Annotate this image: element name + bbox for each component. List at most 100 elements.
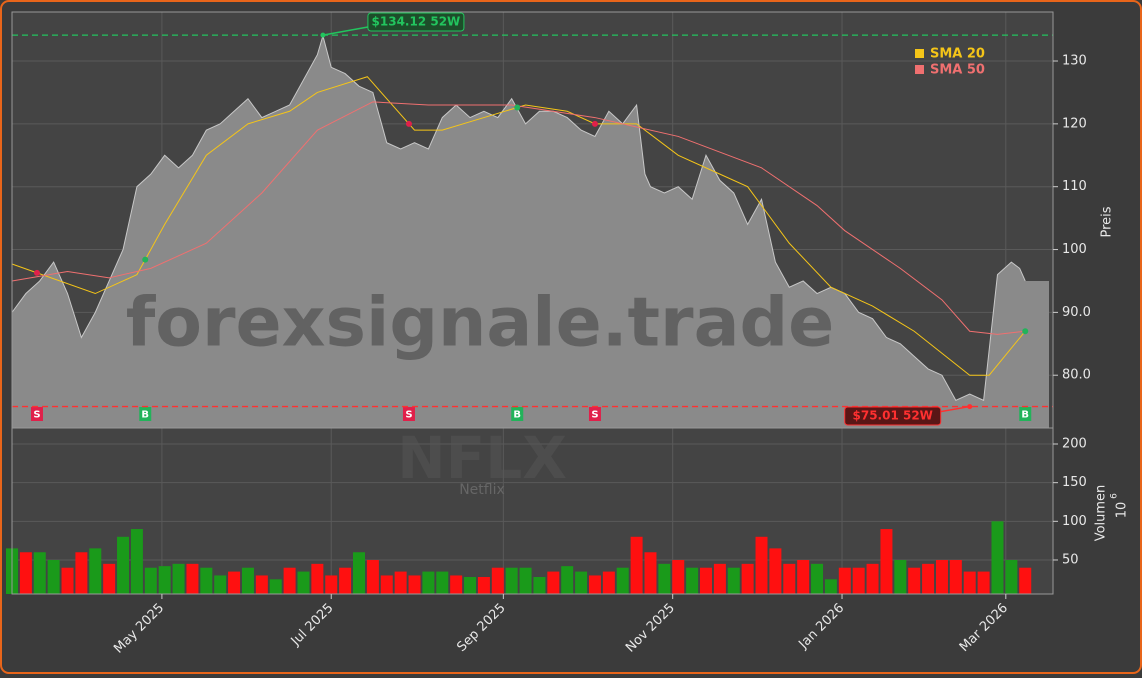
signal-label: S [405, 410, 412, 421]
annotation-box [844, 406, 942, 426]
volume-bar [61, 567, 74, 594]
y-tick-label: 80.0 [1062, 368, 1091, 383]
volume-bar [1005, 559, 1018, 594]
volume-bar [214, 575, 227, 594]
volume-bar [241, 567, 254, 594]
volume-bar [89, 548, 102, 594]
volume-bar [117, 536, 130, 594]
volume-bar [19, 552, 32, 594]
volume-bar [797, 559, 810, 594]
volume-bar [575, 571, 588, 594]
volume-bar [144, 567, 157, 594]
y-tick-label: 90.0 [1062, 305, 1091, 320]
signal-label: B [513, 410, 521, 421]
volume-panel [12, 428, 1053, 594]
volume-bar [103, 563, 116, 594]
volume-bar [672, 559, 685, 594]
signal-box [1019, 407, 1032, 421]
watermark: forexsignale.trade [126, 284, 835, 363]
volume-bar [172, 563, 185, 594]
volume-bar [811, 563, 824, 594]
annotation-point [320, 32, 326, 38]
volume-bar [255, 575, 268, 594]
volume-bar [75, 552, 88, 594]
volume-bar [339, 567, 352, 594]
volume-bar [616, 567, 629, 594]
volume-bar [130, 529, 143, 594]
y2-axis-label: Volumen [1094, 485, 1109, 542]
volume-bar [588, 575, 601, 594]
volume-bar [547, 571, 560, 594]
volume-bar [880, 529, 893, 594]
volume-bar [408, 575, 421, 594]
sma-line [11, 101, 1026, 335]
y2-tick-label: 150 [1062, 475, 1087, 490]
volume-bar [422, 571, 435, 594]
annotation-point [967, 404, 973, 410]
volume-bar [436, 571, 449, 594]
signal-label: S [591, 410, 598, 421]
y-tick-label: 110 [1062, 179, 1087, 194]
volume-bar [783, 563, 796, 594]
volume-bar [755, 536, 768, 594]
y2-unit-exp: 6 [1110, 493, 1120, 499]
volume-bar [824, 579, 837, 594]
signal-dot [1022, 328, 1029, 335]
signal-box [588, 407, 601, 421]
annotation-label: $75.01 52W [853, 409, 933, 423]
signal-dot [33, 269, 40, 276]
volume-bar [297, 571, 310, 594]
sma-line [11, 76, 1026, 376]
price-line [11, 34, 1026, 402]
volume-bar [838, 567, 851, 594]
y2-tick-label: 50 [1062, 552, 1079, 567]
company-watermark: Netflix [459, 482, 505, 498]
volume-bar [963, 571, 976, 594]
volume-bar [908, 567, 921, 594]
volume-bar [283, 567, 296, 594]
volume-bar [602, 571, 615, 594]
volume-bar [727, 567, 740, 594]
volume-bar [991, 521, 1004, 594]
signal-box [511, 407, 524, 421]
annotation-box [367, 12, 465, 32]
y2-unit-base: 10 [1115, 502, 1130, 519]
volume-bar [630, 536, 643, 594]
volume-bar [325, 575, 338, 594]
volume-bar [519, 567, 532, 594]
annotation-label: $134.12 52W [372, 15, 461, 29]
volume-bar [686, 567, 699, 594]
annotation-arrow [322, 26, 369, 36]
signal-dot [514, 104, 521, 111]
volume-bar [228, 571, 241, 594]
volume-bar [450, 575, 463, 594]
volume-bar [269, 579, 282, 594]
y2-tick-label: 200 [1062, 437, 1087, 452]
volume-bar [949, 559, 962, 594]
signal-dot [591, 120, 598, 127]
volume-bar [477, 576, 490, 594]
volume-bar [1019, 567, 1032, 594]
volume-bar [200, 567, 213, 594]
y-axis-label: Preis [1100, 206, 1115, 237]
volume-bar [380, 575, 393, 594]
volume-bar [353, 552, 365, 594]
volume-bar [700, 567, 712, 594]
volume-bar [33, 552, 46, 594]
signal-label: S [33, 410, 40, 421]
volume-bar [852, 567, 865, 594]
volume-bar [713, 563, 726, 594]
volume-bar [311, 563, 324, 594]
signal-label: B [141, 410, 149, 421]
volume-bar [533, 576, 546, 594]
signal-box [139, 407, 152, 421]
legend-swatch [915, 65, 924, 74]
signal-dot [142, 256, 149, 263]
volume-bar [561, 566, 574, 594]
volume-bar [658, 563, 671, 594]
legend-label: SMA 20 [930, 47, 985, 62]
volume-bar [394, 571, 407, 594]
y-tick-label: 100 [1062, 242, 1087, 257]
volume-bar [977, 571, 990, 594]
volume-bar [491, 567, 504, 594]
